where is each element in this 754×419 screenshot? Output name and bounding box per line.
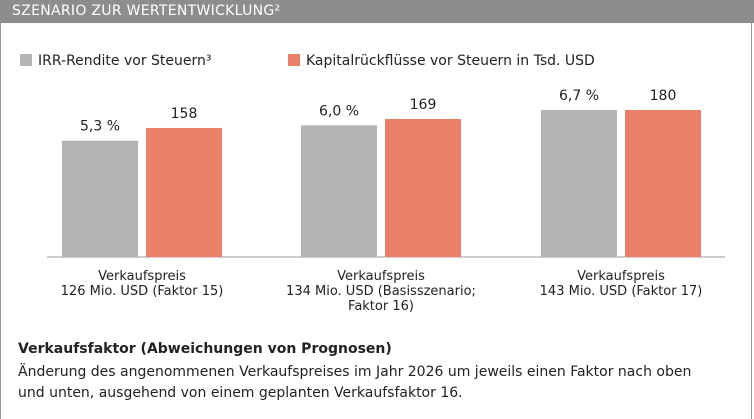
bar [301,125,377,257]
legend-swatch [288,54,300,66]
note-text: Änderung des angenommenen Verkaufspreise… [18,364,692,401]
header-bar [0,0,754,23]
value-label: 6,0 % [319,103,359,119]
bar [62,140,138,257]
value-label: 6,7 % [559,88,599,104]
x-tick-label: Verkaufspreis 143 Mio. USD (Faktor 17) [539,269,703,299]
value-label: 5,3 % [80,119,120,135]
legend-label: Kapitalrückflüsse vor Steuern in Tsd. US… [306,53,595,69]
bar [146,127,222,257]
bar [541,110,617,257]
legend-swatch [20,54,32,66]
value-label: 180 [650,88,677,104]
note-title: Verkaufsfaktor (Abweichungen von Prognos… [18,341,392,357]
value-label: 158 [171,106,198,122]
chart-title: SZENARIO ZUR WERTENTWICKLUNG² [12,3,281,19]
x-tick-label: Verkaufspreis 134 Mio. USD (Basisszenari… [286,269,476,314]
value-label: 169 [410,97,437,113]
legend-label: IRR-Rendite vor Steuern³ [38,53,212,69]
x-tick-label: Verkaufspreis 126 Mio. USD (Faktor 15) [60,269,224,299]
bar [625,110,701,257]
bar [385,118,461,257]
